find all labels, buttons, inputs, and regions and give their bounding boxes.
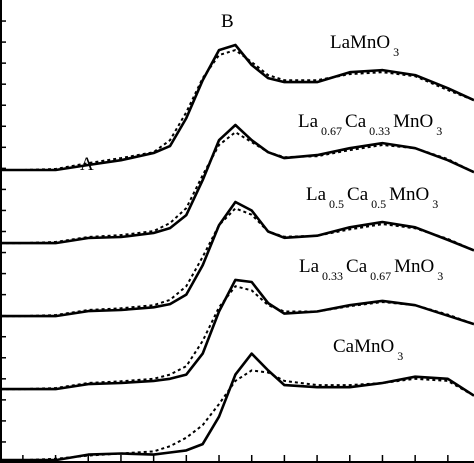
label-text: LaMnO	[330, 32, 390, 53]
spectrum-line	[0, 49, 474, 171]
spectrum-line	[0, 131, 474, 245]
spectrum-line	[0, 123, 474, 245]
curve-label: B	[221, 11, 234, 32]
spectrum-line	[0, 43, 474, 172]
spectrum-line	[0, 285, 474, 391]
label-subscript: 0.67	[370, 269, 391, 283]
label-subscript: 0.67	[321, 124, 342, 138]
label-text: Ca	[347, 184, 369, 205]
label-text: La	[298, 111, 319, 132]
label-text: CaMnO	[333, 336, 394, 357]
label-subscript: 3	[393, 45, 399, 59]
label-text: MnO	[393, 111, 433, 132]
curve-label: A	[80, 154, 94, 175]
label-text: Ca	[346, 256, 368, 277]
label-subscript: 0.33	[322, 269, 343, 283]
spectrum-line	[0, 200, 474, 318]
label-subscript: 3	[432, 197, 438, 211]
label-text: B	[221, 11, 234, 32]
label-subscript: 0.33	[369, 124, 390, 138]
label-subscript: 3	[437, 269, 443, 283]
curve-label: CaMnO 3	[333, 336, 403, 363]
curve-label: La 0.33 Ca 0.67 MnO 3	[299, 256, 443, 283]
spectrum-line	[0, 352, 474, 462]
label-text: MnO	[394, 256, 434, 277]
label-text: Ca	[345, 111, 367, 132]
label-text: MnO	[389, 184, 429, 205]
label-text: A	[80, 154, 94, 175]
label-subscript: 0.5	[371, 197, 386, 211]
label-subscript: 3	[397, 349, 403, 363]
label-text: La	[306, 184, 327, 205]
spectrum-line	[0, 369, 474, 462]
label-subscript: 0.5	[329, 197, 344, 211]
label-subscript: 3	[436, 124, 442, 138]
curve-label: La 0.5 Ca 0.5 MnO 3	[306, 184, 438, 211]
label-text: La	[299, 256, 320, 277]
curve-label: La 0.67 Ca 0.33 MnO 3	[298, 111, 442, 138]
curve-label: LaMnO 3	[330, 32, 399, 59]
